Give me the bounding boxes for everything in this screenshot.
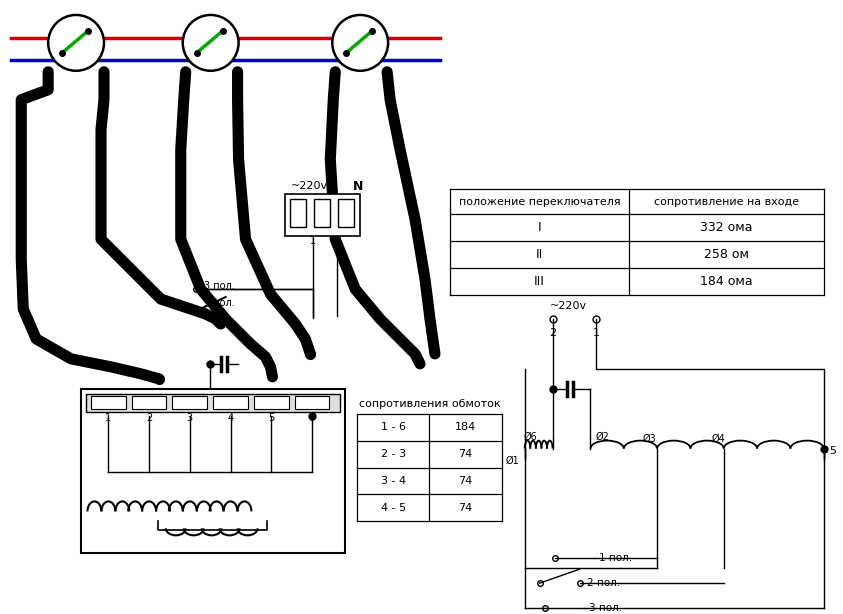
Text: 5: 5 — [829, 446, 835, 456]
Text: Ø6: Ø6 — [524, 432, 538, 441]
Bar — [286, 195, 360, 236]
Text: 1 пол.: 1 пол. — [599, 553, 632, 563]
Bar — [173, 396, 207, 409]
Text: 1: 1 — [105, 413, 111, 422]
Text: 2: 2 — [549, 328, 556, 338]
Text: Ø2: Ø2 — [595, 432, 609, 441]
Text: 74: 74 — [459, 503, 472, 513]
Bar — [314, 200, 330, 227]
Bar — [294, 396, 330, 409]
Text: 184: 184 — [454, 422, 476, 432]
Text: 258 ом: 258 ом — [704, 248, 749, 261]
Text: ~220v: ~220v — [550, 301, 587, 311]
Text: 4: 4 — [228, 413, 234, 422]
Text: 1 пол.: 1 пол. — [204, 298, 234, 308]
Text: 1: 1 — [310, 236, 316, 246]
Text: 3 пол.: 3 пол. — [204, 281, 234, 291]
Text: I: I — [538, 221, 541, 235]
Text: 74: 74 — [459, 449, 472, 459]
Circle shape — [183, 15, 239, 71]
Text: 2 пол.: 2 пол. — [588, 578, 620, 588]
Bar — [86, 394, 341, 412]
Text: 2: 2 — [334, 236, 341, 246]
Bar — [81, 389, 346, 553]
Text: 332 ома: 332 ома — [701, 221, 753, 235]
Text: N: N — [353, 180, 363, 193]
Text: сопротивления обмоток: сопротивления обмоток — [358, 398, 500, 409]
Text: положение переключателя: положение переключателя — [459, 197, 620, 207]
Bar — [132, 396, 166, 409]
Text: III: III — [534, 275, 545, 288]
Text: сопротивление на входе: сопротивление на входе — [654, 197, 799, 207]
Text: 6: 6 — [309, 413, 315, 422]
Circle shape — [48, 15, 104, 71]
Text: 74: 74 — [459, 476, 472, 486]
Text: 1 - 6: 1 - 6 — [380, 422, 405, 432]
Text: 2: 2 — [146, 413, 153, 422]
Text: ~220v: ~220v — [290, 181, 328, 192]
Text: 184 ома: 184 ома — [701, 275, 753, 288]
Text: 5: 5 — [268, 413, 274, 422]
Text: Ø3: Ø3 — [642, 433, 656, 444]
Text: II: II — [536, 248, 543, 261]
Bar — [213, 396, 248, 409]
Bar — [254, 396, 288, 409]
Text: Ø1: Ø1 — [506, 456, 519, 465]
Text: 2 - 3: 2 - 3 — [380, 449, 405, 459]
Bar — [91, 396, 126, 409]
Text: 1: 1 — [593, 328, 600, 338]
Text: 3: 3 — [187, 413, 193, 422]
Text: Ø4: Ø4 — [711, 433, 726, 444]
Text: 4 - 5: 4 - 5 — [380, 503, 405, 513]
Text: 3 пол.: 3 пол. — [589, 603, 623, 613]
Circle shape — [332, 15, 388, 71]
Bar — [338, 200, 354, 227]
Text: 3 - 4: 3 - 4 — [380, 476, 405, 486]
Bar — [290, 200, 306, 227]
